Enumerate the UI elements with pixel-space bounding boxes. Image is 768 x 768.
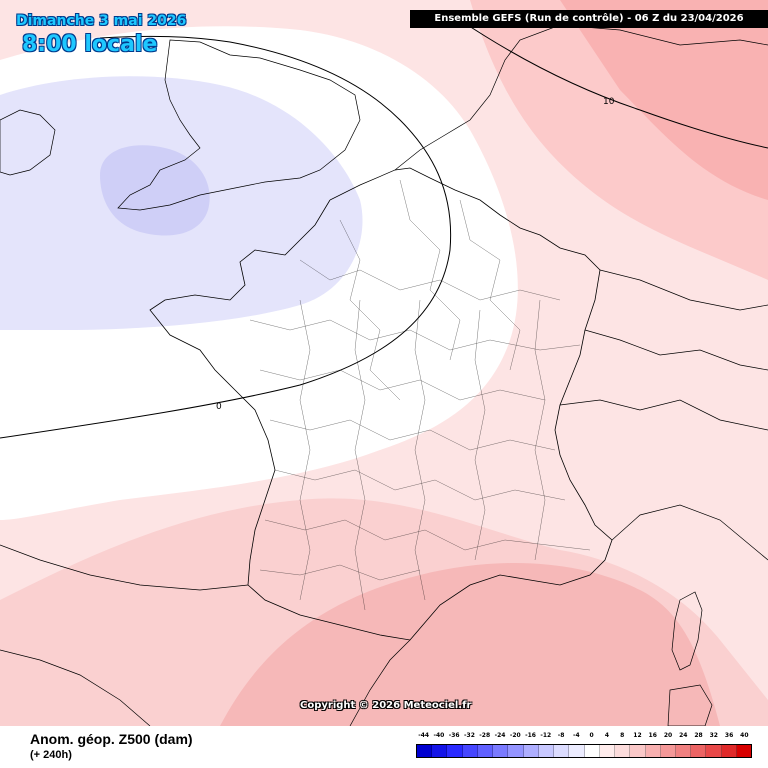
legend-swatch [447, 745, 463, 757]
coastline-africa [0, 649, 151, 726]
legend-tick-label: 24 [679, 732, 688, 739]
legend-swatch [736, 745, 752, 757]
map-canvas: 0 10 [0, 0, 768, 726]
france-border [149, 167, 613, 641]
border-germany [599, 269, 768, 311]
contour-line-10 [459, 19, 768, 149]
legend-tick-label: 32 [709, 732, 718, 739]
coastline-ireland [0, 109, 56, 176]
legend-swatch [691, 745, 707, 757]
legend-tick-label: 8 [620, 732, 625, 739]
anomaly-core-south [220, 563, 720, 726]
anomaly-core-negative [100, 145, 210, 236]
legend-swatch [721, 745, 737, 757]
legend-tick-label: 4 [604, 732, 609, 739]
legend-tick-label: 36 [724, 732, 734, 739]
legend-tick-label: 28 [694, 732, 703, 739]
forecast-date: Dimanche 3 mai 2026 [16, 13, 187, 29]
legend-swatch [432, 745, 448, 757]
color-legend: -44 -40 -36 -32 -28 -24 -20 -16 -12 -8 -4 0 4 8 12 16 20… [416, 732, 752, 766]
contour-label-0: 0 [216, 402, 222, 412]
legend-tick-label: -24 [494, 732, 506, 739]
legend-tick-label: -4 [573, 732, 580, 739]
legend-tick-label: -32 [464, 732, 475, 739]
legend-tick-label: 12 [633, 732, 642, 739]
legend-tick-label: -8 [557, 732, 565, 739]
forecast-time: 8:00 locale [22, 32, 158, 57]
department-borders [249, 179, 591, 611]
coastline-britain [117, 39, 361, 211]
legend-tick-label: -16 [525, 732, 536, 739]
legend-swatch [599, 745, 616, 757]
coastline-corsica [671, 591, 703, 671]
legend-swatch [584, 745, 600, 757]
border-switzerland [584, 329, 768, 371]
parameter-label: Anom. géop. Z500 (dam) [30, 731, 193, 747]
legend-tick-label: -12 [540, 732, 552, 739]
legend-tick-row: -44 -40 -36 -32 -28 -24 -20 -16 -12 -8 -4 0 4 8 12 16 20… [416, 732, 752, 744]
legend-color-bar [416, 744, 752, 758]
anomaly-map: 0 10 Dimanche 3 mai 2026 8:00 locale Ens… [0, 0, 768, 726]
coastline-north-sea [329, 24, 768, 201]
contour-label-10: 10 [603, 97, 615, 107]
legend-tick-label: -40 [433, 732, 445, 739]
legend-tick-label: 20 [663, 732, 673, 739]
legend-swatch [554, 745, 570, 757]
anomaly-core-ne [560, 0, 768, 200]
legend-swatch [538, 745, 555, 757]
legend-tick-label: -44 [418, 732, 430, 739]
legend-swatch [477, 745, 494, 757]
coastline-iberia [0, 544, 249, 591]
contour-line-0 [0, 35, 452, 439]
coastline-ligurian [611, 504, 768, 561]
model-run-banner: Ensemble GEFS (Run de contrôle) - 06 Z d… [410, 10, 768, 28]
legend-swatch [417, 745, 433, 757]
legend-swatch [508, 745, 524, 757]
legend-swatch [523, 745, 539, 757]
legend-swatch [493, 745, 509, 757]
legend-swatch [660, 745, 676, 757]
coastline-sardinia [667, 684, 713, 726]
legend-swatch [645, 745, 661, 757]
legend-swatch [569, 745, 585, 757]
legend-tick-label: -20 [509, 732, 521, 739]
legend-tick-label: 40 [740, 732, 749, 739]
map-footer: Anom. géop. Z500 (dam) (+ 240h) -44 -40 -3… [0, 726, 768, 768]
legend-tick-label: -36 [448, 732, 460, 739]
legend-tick-label: 0 [589, 732, 594, 739]
legend-swatch [630, 745, 646, 757]
legend-tick-label: -28 [479, 732, 491, 739]
legend-swatch [706, 745, 722, 757]
border-italy [559, 399, 768, 431]
copyright-notice: Copyright © 2026 Meteociel.fr [300, 700, 472, 711]
legend-tick-label: 16 [648, 732, 657, 739]
coastline-catalonia [349, 639, 411, 726]
legend-swatch [462, 745, 478, 757]
lead-time-label: (+ 240h) [30, 749, 72, 761]
legend-swatch [675, 745, 692, 757]
legend-swatch [615, 745, 631, 757]
